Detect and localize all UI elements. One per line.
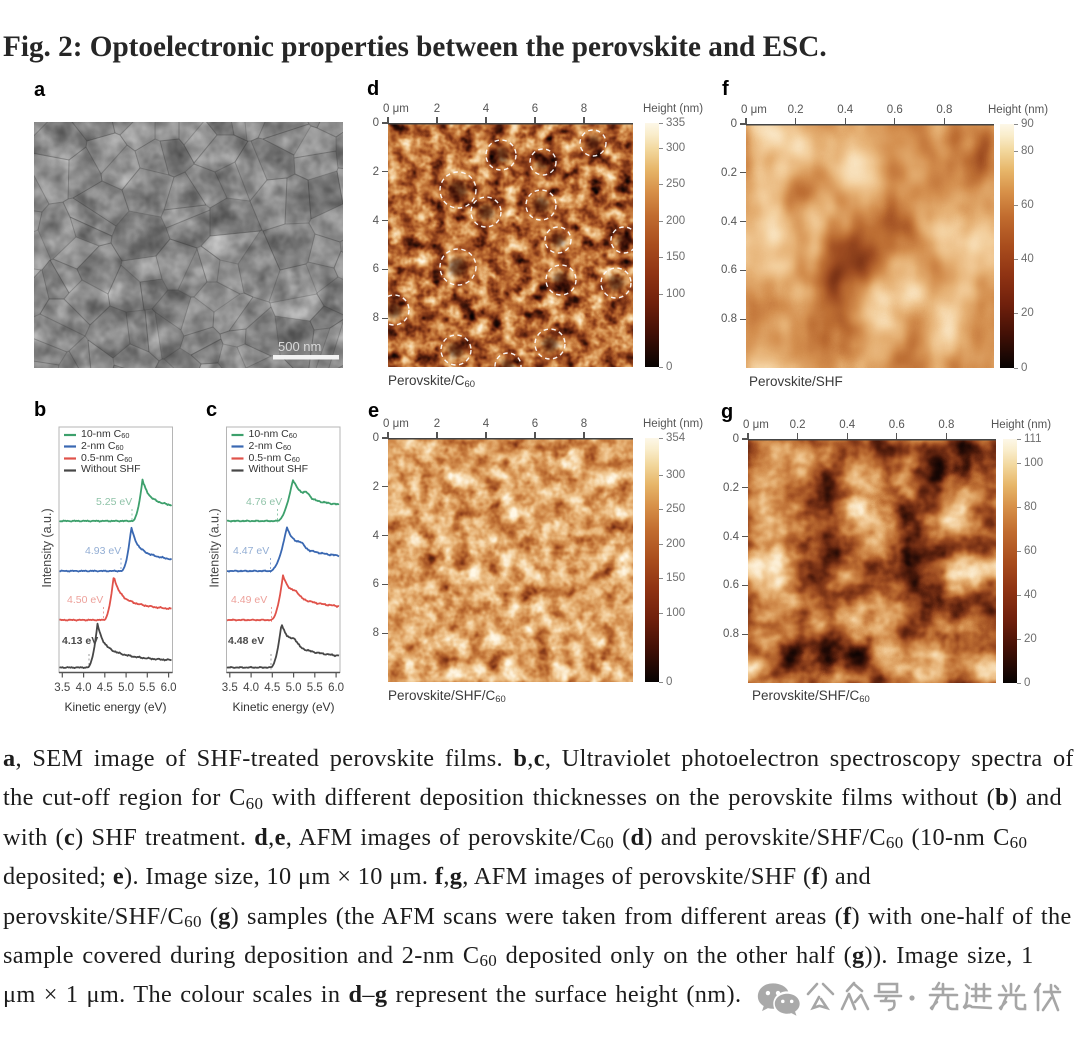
svg-text:500 nm: 500 nm [278,339,321,354]
svg-text:Intensity (a.u.): Intensity (a.u.) [40,508,54,587]
svg-text:Intensity (a.u.): Intensity (a.u.) [208,508,222,587]
